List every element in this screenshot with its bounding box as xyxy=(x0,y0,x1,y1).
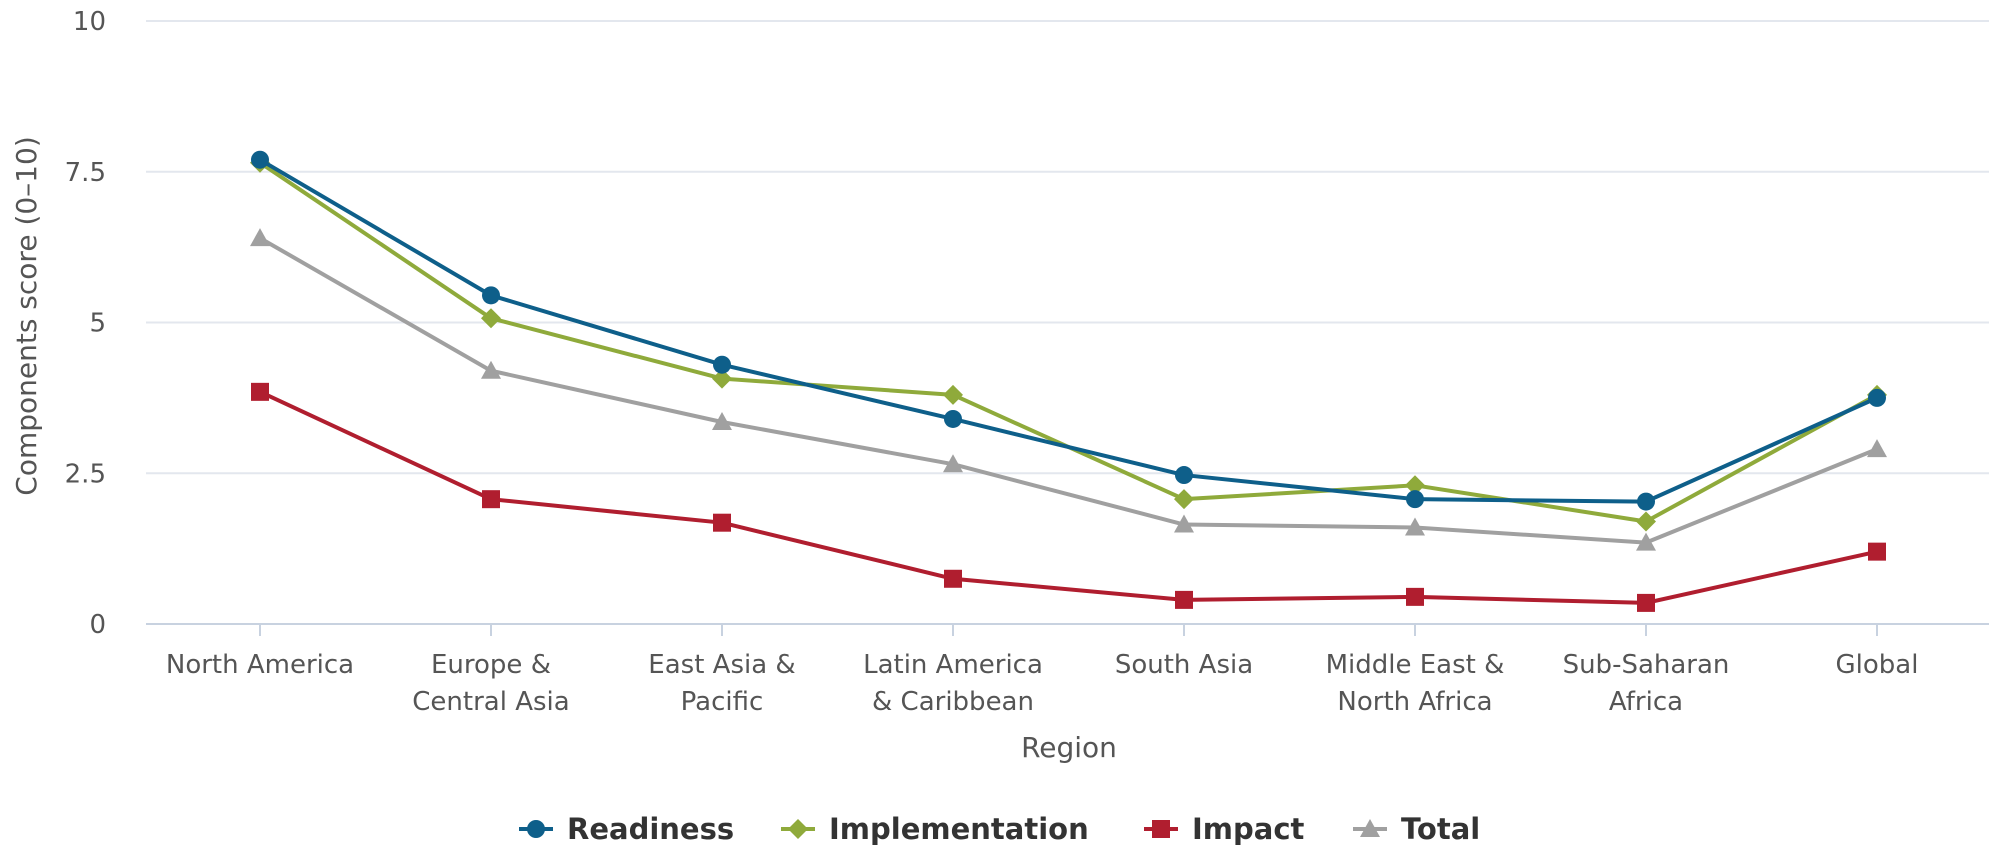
data-point xyxy=(1637,492,1655,511)
series-line xyxy=(258,161,1878,524)
x-tick-label: Europe & Central Asia xyxy=(412,650,569,717)
data-point xyxy=(1636,532,1656,551)
y-axis-ticks: 0 2.5 5 7.5 10 xyxy=(65,7,106,640)
data-point xyxy=(1637,593,1655,612)
legend-item-implementation[interactable]: Implementation xyxy=(781,812,1089,846)
x-tick-label: Latin America & Caribbean xyxy=(863,650,1043,717)
series-group xyxy=(250,150,1887,612)
data-point xyxy=(712,368,732,389)
x-tick-label: Middle East & North Africa xyxy=(1326,650,1505,717)
y-tick-label: 7.5 xyxy=(65,158,106,188)
data-point xyxy=(1636,511,1656,532)
series-impact xyxy=(251,382,1886,612)
data-point xyxy=(250,228,270,247)
x-tick-label: Global xyxy=(1836,650,1919,680)
series-readiness xyxy=(251,150,1886,511)
data-point xyxy=(943,454,963,473)
data-point xyxy=(1868,542,1886,561)
data-point xyxy=(482,286,500,305)
data-point xyxy=(482,490,500,509)
data-point xyxy=(944,569,962,588)
x-tick-label: South Asia xyxy=(1115,650,1253,680)
x-tick-label: East Asia & Pacific xyxy=(648,650,795,717)
x-axis-title: Region xyxy=(1021,731,1117,764)
data-point xyxy=(251,382,269,401)
y-tick-label: 5 xyxy=(89,309,106,339)
data-point xyxy=(713,355,731,374)
data-point xyxy=(1405,517,1425,536)
data-point xyxy=(1174,514,1194,533)
data-point xyxy=(251,150,269,169)
legend-marker xyxy=(1152,820,1170,838)
y-tick-label: 0 xyxy=(89,610,106,640)
legend-marker xyxy=(1360,819,1380,837)
data-point xyxy=(1175,466,1193,485)
legend-label: Implementation xyxy=(829,812,1089,846)
legend-item-impact[interactable]: Impact xyxy=(1144,812,1305,846)
x-tick-label: Sub-Saharan Africa xyxy=(1563,650,1730,717)
series-line xyxy=(258,157,1878,504)
legend-label: Total xyxy=(1401,812,1480,846)
series-line xyxy=(259,390,1878,605)
data-point xyxy=(1406,587,1424,606)
series-total xyxy=(250,228,1887,551)
data-point xyxy=(1174,489,1194,510)
legend-marker xyxy=(788,819,808,839)
x-tick-label: North America xyxy=(166,650,354,680)
legend-item-readiness[interactable]: Readiness xyxy=(519,812,734,846)
x-axis-ticks: North America Europe & Central Asia East As… xyxy=(166,624,1919,717)
data-point xyxy=(712,411,732,430)
series-implementation xyxy=(250,152,1887,532)
data-point xyxy=(481,308,501,329)
data-point xyxy=(481,360,501,379)
legend: Readiness Implementation Impact Total xyxy=(519,812,1480,846)
y-tick-label: 10 xyxy=(73,7,106,37)
legend-label: Readiness xyxy=(567,812,734,846)
series-line xyxy=(259,236,1878,545)
data-point xyxy=(1175,590,1193,609)
data-point xyxy=(1867,439,1887,458)
data-point xyxy=(1406,490,1424,509)
data-point xyxy=(1405,475,1425,496)
data-point xyxy=(713,513,731,532)
grid-lines xyxy=(146,20,1989,475)
data-point xyxy=(1868,388,1886,407)
legend-label: Impact xyxy=(1192,812,1305,846)
y-axis-title: Components score (0–10) xyxy=(10,136,43,495)
legend-item-total[interactable]: Total xyxy=(1353,812,1480,846)
data-point xyxy=(944,409,962,428)
legend-marker xyxy=(527,820,545,838)
data-point xyxy=(943,384,963,405)
y-tick-label: 2.5 xyxy=(65,459,106,489)
